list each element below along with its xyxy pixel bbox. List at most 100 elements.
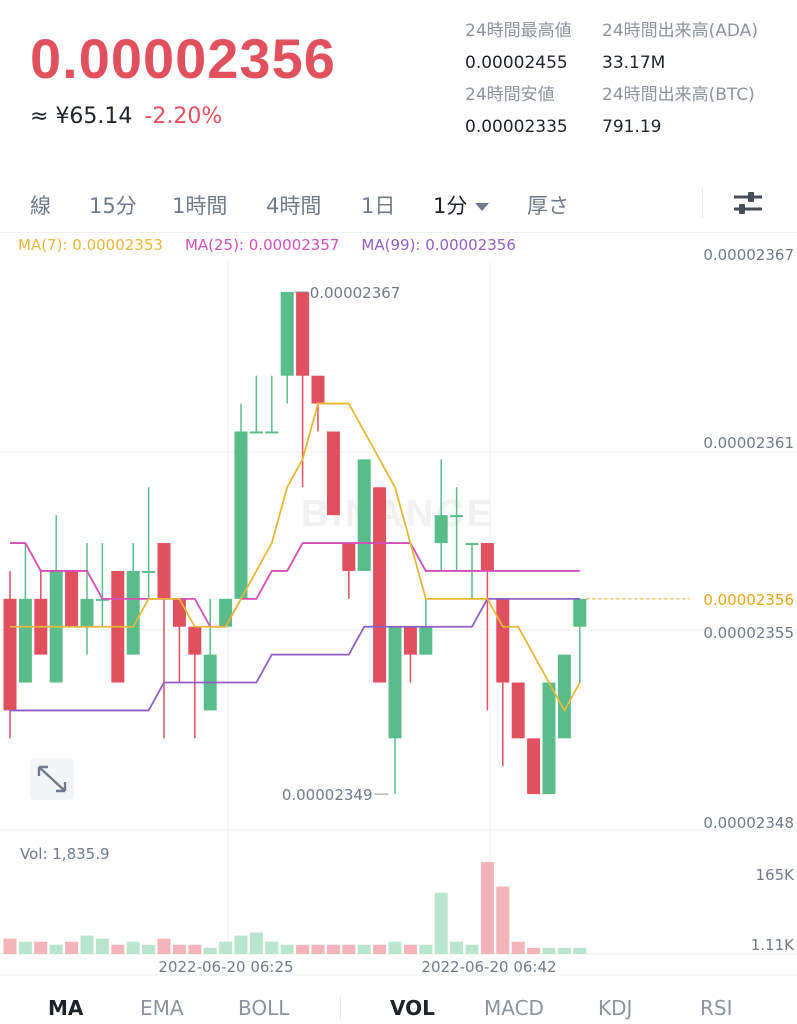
tab-1m[interactable]: 1分 [433, 190, 490, 220]
last-price: 0.00002356 [30, 27, 336, 90]
stat-24h-volume-ada: 24時間出来高(ADA) 33.17M [602, 16, 758, 73]
candle-body [234, 431, 248, 599]
tab-15m[interactable]: 15分 [89, 194, 137, 218]
candle-body [142, 570, 156, 573]
volume-bar [527, 947, 541, 954]
high-price-label: 0.00002367 [310, 284, 401, 302]
volume-bar [142, 944, 156, 954]
sliders-icon [734, 192, 762, 214]
volume-bar [388, 941, 402, 954]
volume-bar [111, 944, 125, 954]
change-percent: -2.20% [144, 104, 223, 129]
price-axis-tick: 0.00002355 [703, 624, 794, 642]
volume-bar [342, 944, 356, 954]
volume-bar [188, 944, 202, 954]
volume-bar [373, 944, 387, 954]
volume-bar [234, 935, 248, 954]
volume-bar [573, 947, 587, 954]
time-axis-label: 2022-06-20 06:25 [158, 958, 293, 976]
tab-divider [702, 188, 703, 218]
candle-body [3, 598, 17, 711]
candle-body [557, 654, 571, 739]
volume-bar [403, 944, 417, 954]
volume-bar [126, 941, 140, 954]
volume-bar [219, 941, 233, 954]
candle-body [388, 626, 402, 739]
candle-body [527, 738, 541, 795]
time-axis-label: 2022-06-20 06:42 [421, 958, 556, 976]
candle-body [249, 431, 263, 434]
stat-label: 24時間安値 [465, 85, 555, 105]
candle-body [480, 543, 494, 571]
indicator-vol[interactable]: VOL [390, 996, 435, 1020]
stat-label: 24時間最高値 [465, 21, 572, 41]
candle-body [219, 598, 233, 627]
stat-24h-high: 24時間最高値 0.00002455 [465, 16, 572, 73]
candle-body [311, 375, 325, 404]
tab-4h[interactable]: 4時間 [266, 194, 322, 218]
volume-bar [280, 944, 294, 954]
candle-body [450, 515, 464, 518]
current-price-tag-bg [692, 587, 796, 610]
volume-bar [296, 944, 310, 954]
price-axis-tick: 0.00002367 [703, 246, 794, 264]
volume-bar [18, 941, 32, 954]
candle-body [342, 543, 356, 571]
price-chart[interactable]: BINANCE0.000023670.000023490.000023560.0… [0, 232, 797, 982]
stat-label: 24時間出来高(ADA) [602, 21, 758, 41]
volume-bar [311, 944, 325, 954]
current-price-label: 0.00002356 [703, 591, 794, 609]
indicator-tabs: MA EMA BOLL VOL MACD KDJ RSI [0, 990, 797, 1024]
candle-body [434, 515, 448, 544]
indicator-ema[interactable]: EMA [140, 996, 184, 1020]
candle-body [373, 487, 387, 683]
candle-body [265, 431, 279, 434]
tab-1h[interactable]: 1時間 [172, 194, 228, 218]
volume-bar [80, 935, 94, 954]
indicator-boll[interactable]: BOLL [238, 996, 290, 1020]
stat-value: 33.17M [602, 53, 666, 73]
candle-body [496, 598, 510, 683]
volume-bar [496, 886, 510, 954]
tab-1d[interactable]: 1日 [361, 194, 396, 218]
candle-body [18, 598, 32, 683]
candle-body [95, 598, 109, 601]
tab-1m-label: 1分 [433, 194, 468, 218]
volume-bar [465, 944, 479, 954]
volume-bar [203, 947, 217, 954]
volume-bar [511, 941, 525, 954]
candle-body [157, 543, 171, 599]
volume-bar [172, 944, 186, 954]
indicator-kdj[interactable]: KDJ [598, 996, 633, 1020]
candle-body [419, 626, 433, 655]
chart-settings-button[interactable] [728, 186, 768, 220]
tab-line[interactable]: 線 [30, 194, 51, 218]
candle-body [126, 570, 140, 655]
candle-body [80, 598, 94, 627]
ma25-legend: MA(25): 0.00002357 [184, 236, 340, 254]
volume-axis-tick: 165K [756, 866, 796, 884]
ma99-legend: MA(99): 0.00002356 [361, 236, 516, 254]
volume-bar [419, 944, 433, 954]
fullscreen-button[interactable] [30, 758, 74, 800]
volume-bar [95, 938, 109, 954]
price-axis-tick: 0.00002348 [703, 814, 794, 832]
candle-body [465, 543, 479, 546]
indicator-rsi[interactable]: RSI [700, 996, 733, 1020]
stat-value: 0.00002455 [465, 53, 568, 73]
indicator-ma[interactable]: MA [48, 996, 84, 1020]
volume-bar [434, 892, 448, 954]
volume-bar [34, 941, 48, 954]
volume-bar [65, 941, 79, 954]
indicator-divider [340, 996, 341, 1020]
price-axis-tick: 0.00002361 [703, 434, 794, 452]
candle-body [188, 626, 202, 655]
ma-legend: MA(7): 0.00002353 MA(25): 0.00002357 MA(… [18, 236, 516, 254]
indicator-macd[interactable]: MACD [484, 996, 544, 1020]
volume-bar [157, 938, 171, 954]
interval-tabs: 線 15分 1時間 4時間 1日 1分 厚さ [0, 178, 797, 228]
ma99-line [10, 597, 580, 712]
volume-bar [3, 938, 17, 954]
tab-depth[interactable]: 厚さ [527, 194, 569, 218]
stat-24h-volume-btc: 24時間出来高(BTC) 791.19 [602, 80, 755, 137]
